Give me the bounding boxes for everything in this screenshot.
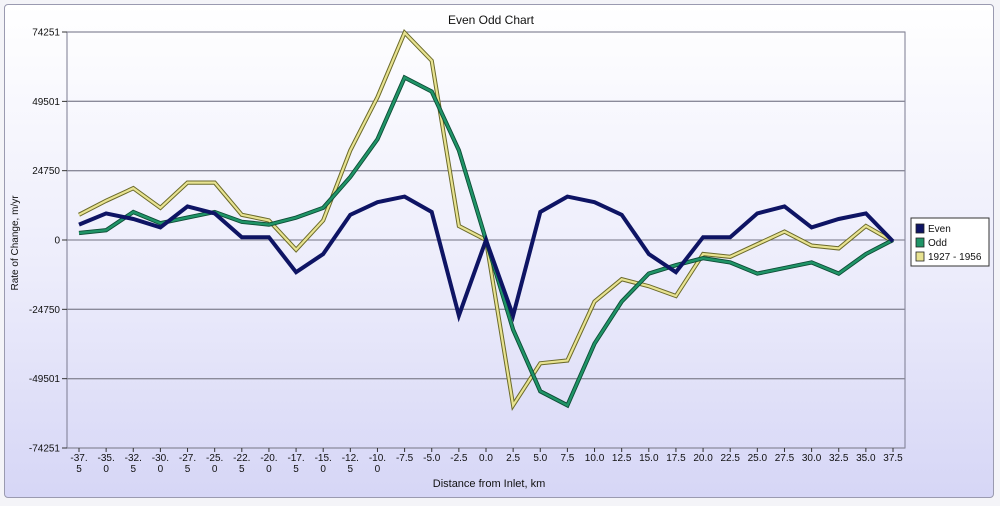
x-tick-label: 17.5 (666, 453, 686, 464)
x-tick-label: -32. 5 (125, 453, 142, 475)
legend-label: Odd (928, 238, 947, 249)
series-outline-1927-1956 (78, 28, 895, 412)
x-tick-label: 32.5 (829, 453, 849, 464)
x-tick-label: -2.5 (450, 453, 468, 464)
x-tick-label: 37.5 (883, 453, 903, 464)
x-tick-label: 27.5 (775, 453, 795, 464)
series-line-even (78, 194, 895, 323)
x-tick-label: -25. 0 (206, 453, 223, 475)
chart-svg: Even Odd Chart Rate of Change, m/yr Dist… (10, 13, 990, 490)
legend-label: Even (928, 224, 951, 235)
chart-title: Even Odd Chart (448, 13, 535, 27)
x-tick-label: -35. 0 (98, 453, 115, 475)
x-tick-label: 0.0 (479, 453, 493, 464)
y-tick-label: 74251 (32, 28, 60, 39)
series-line-1927-1956 (78, 30, 894, 409)
x-axis-label: Distance from Inlet, km (433, 478, 545, 490)
x-tick-label: 25.0 (748, 453, 768, 464)
y-axis-label: Rate of Change, m/yr (10, 195, 21, 291)
x-tick-label: 12.5 (612, 453, 632, 464)
legend-swatch (915, 223, 925, 234)
y-tick-label: -24750 (29, 305, 61, 316)
series-layer (78, 28, 895, 412)
x-tick-label: -5.0 (423, 453, 441, 464)
x-tick-label: 10.0 (585, 453, 605, 464)
y-tick-label: -49501 (29, 374, 61, 385)
y-tick-label: -74251 (29, 444, 61, 455)
x-tick-label: 5.0 (533, 453, 547, 464)
x-tick-label: 7.5 (560, 453, 574, 464)
x-tick-label: -20. 0 (260, 453, 277, 475)
x-tick-label: -7.5 (396, 453, 414, 464)
x-tick-label: 22.5 (720, 453, 740, 464)
x-tick-label: -22. 5 (233, 453, 250, 475)
y-tick-label: 24750 (32, 166, 60, 177)
x-tick-label: 20.0 (693, 453, 713, 464)
x-tick-label: 15.0 (639, 453, 659, 464)
legend: Even Odd 1927 - 1956 (910, 217, 990, 267)
y-tick-label: 0 (54, 236, 60, 247)
chart-frame: Even Odd Chart Rate of Change, m/yr Dist… (4, 4, 994, 498)
x-tick-label: -10. 0 (369, 453, 386, 475)
x-tick-label: -12. 5 (342, 453, 359, 475)
x-tick-label: 2.5 (506, 453, 520, 464)
x-tick-label: -17. 5 (287, 453, 304, 475)
y-tick-label: 49501 (32, 97, 60, 108)
x-tick-label: -15. 0 (315, 453, 332, 475)
legend-label: 1927 - 1956 (928, 252, 982, 263)
x-tick-label: -27. 5 (179, 453, 196, 475)
legend-swatch (915, 251, 925, 262)
x-tick-label: -30. 0 (152, 453, 169, 475)
x-tick-label: 35.0 (856, 453, 876, 464)
x-tick-label: -37. 5 (70, 453, 87, 475)
legend-swatch (915, 237, 925, 248)
x-tick-label: 30.0 (802, 453, 822, 464)
